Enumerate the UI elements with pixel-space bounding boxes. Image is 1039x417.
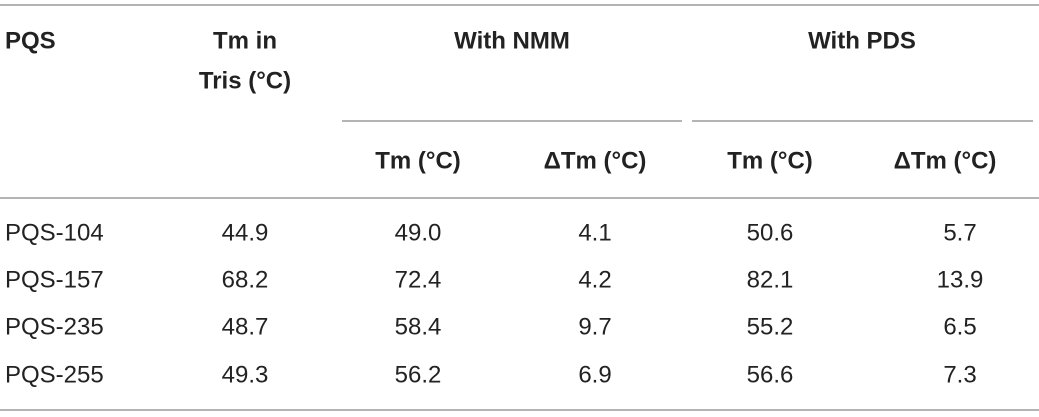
table-cell: 44.9: [222, 219, 269, 246]
table-cell: 58.4: [395, 313, 442, 340]
table-cell: 6.9: [578, 361, 611, 388]
table-cell: 4.1: [578, 219, 611, 246]
row-label: PQS-235: [5, 313, 104, 340]
subheader-cell: Tm (°C): [375, 147, 461, 174]
row-label: PQS-104: [5, 219, 104, 246]
group-header: With PDS: [808, 27, 916, 54]
table-cell: 49.0: [395, 219, 442, 246]
table-cell: 68.2: [222, 266, 269, 293]
table-cell: 6.5: [943, 313, 976, 340]
group-header: With NMM: [454, 27, 570, 54]
table-cell: 4.2: [578, 266, 611, 293]
table-cell: 5.7: [943, 219, 976, 246]
table-cell: 50.6: [747, 219, 794, 246]
table-cell: 48.7: [222, 313, 269, 340]
table-cell: 55.2: [747, 313, 794, 340]
row-label: PQS-157: [5, 266, 104, 293]
table-cell: 13.9: [937, 266, 984, 293]
table-cell: 9.7: [578, 313, 611, 340]
table-cell: 56.6: [747, 361, 794, 388]
header-cell: PQS: [5, 27, 56, 54]
table-cell: 56.2: [395, 361, 442, 388]
row-label: PQS-255: [5, 361, 104, 388]
table-cell: 72.4: [395, 266, 442, 293]
subheader-cell: ΔTm (°C): [544, 147, 647, 174]
subheader-cell: ΔTm (°C): [894, 147, 997, 174]
table-cell: 49.3: [222, 361, 269, 388]
header-cell: Tris (°C): [199, 67, 291, 94]
table-cell: 82.1: [747, 266, 794, 293]
table-cell: 7.3: [943, 361, 976, 388]
subheader-cell: Tm (°C): [727, 147, 813, 174]
header-cell: Tm in: [213, 27, 277, 54]
